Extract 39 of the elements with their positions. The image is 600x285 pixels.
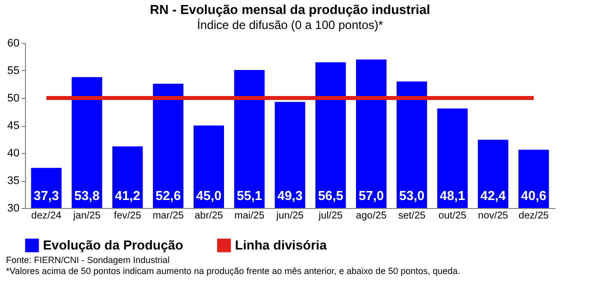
x-tick-label: dez/24 [31,210,62,222]
data-label: 55,1 [236,188,262,203]
legend-label: Linha divisória [235,237,328,252]
x-tick-label: jun/25 [275,210,304,222]
x-tick-label: mar/25 [152,210,184,222]
x-tick-label: fev/25 [114,210,142,222]
data-label: 56,5 [318,188,344,203]
data-label: 45,0 [196,188,222,203]
data-label: 53,8 [74,188,100,203]
data-label: 37,3 [34,188,59,203]
y-tick-label: 40 [7,148,20,160]
data-label: 53,0 [399,188,424,203]
text: *Valores acima de 50 pontos indicam aumento na produção frente ao mês anterior, e abaixo de 50 pontos, queda. [6,266,462,277]
x-tick-label: set/25 [398,210,426,222]
y-tick-label: 45 [7,120,20,132]
x-tick-label: abr/25 [194,210,224,222]
y-tick-label: 60 [7,38,20,50]
data-label: 41,2 [114,188,140,203]
source-note: Fonte: FIERN/CNI - Sondagem Industrial [6,255,171,266]
x-tick-label: jul/25 [318,210,344,222]
x-tick-label: nov/25 [478,210,509,222]
y-tick-label: 30 [7,202,20,214]
data-label: 57,0 [358,188,384,203]
y-tick-label: 50 [7,92,20,104]
chart-title: RN - Evolução mensal da produção industrial [150,2,430,17]
x-tick-label: out/25 [438,210,467,222]
chart-subtitle: Índice de difusão (0 a 100 pontos)* [196,18,384,32]
y-tick-label: 55 [7,65,20,77]
y-tick-label: 35 [7,175,20,187]
data-label: 40,6 [521,188,546,203]
legend-label: Evolução da Produção [43,237,184,252]
x-tick-label: dez/25 [518,210,550,222]
data-label: 42,4 [480,188,506,203]
x-tick-label: jan/25 [72,210,101,222]
x-tick-label: ago/25 [356,210,387,222]
data-label: 48,1 [440,188,466,203]
data-label: 49,3 [277,188,303,203]
data-label: 52,6 [156,188,181,203]
x-tick-label: mai/25 [234,210,265,222]
